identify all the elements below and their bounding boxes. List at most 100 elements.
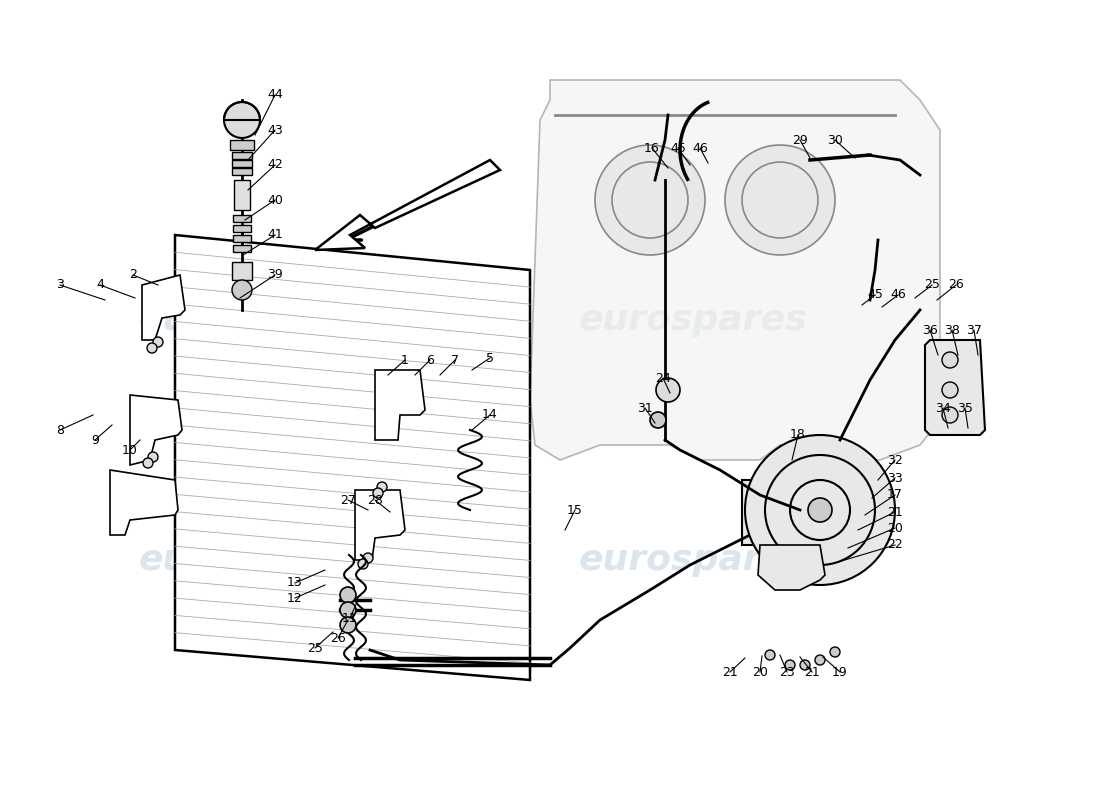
Text: 24: 24 — [656, 371, 671, 385]
Text: 10: 10 — [122, 443, 138, 457]
Polygon shape — [355, 490, 405, 560]
Text: 45: 45 — [867, 289, 883, 302]
Circle shape — [340, 587, 356, 603]
Text: 37: 37 — [966, 323, 982, 337]
Bar — [233, 225, 251, 232]
Bar — [230, 140, 254, 150]
Polygon shape — [925, 340, 985, 435]
Text: 17: 17 — [887, 489, 903, 502]
Circle shape — [764, 650, 776, 660]
Circle shape — [595, 145, 705, 255]
Text: 7: 7 — [451, 354, 459, 366]
Text: 12: 12 — [287, 591, 303, 605]
Text: 3: 3 — [56, 278, 64, 291]
Circle shape — [656, 378, 680, 402]
Circle shape — [363, 553, 373, 563]
Text: 34: 34 — [935, 402, 950, 414]
Bar — [232, 160, 252, 167]
Text: 20: 20 — [752, 666, 768, 678]
Text: 6: 6 — [426, 354, 433, 366]
Text: 26: 26 — [948, 278, 964, 291]
Circle shape — [790, 480, 850, 540]
Circle shape — [764, 455, 875, 565]
Text: 41: 41 — [267, 229, 283, 242]
Bar — [232, 152, 252, 159]
Text: 45: 45 — [670, 142, 686, 154]
Text: 11: 11 — [342, 611, 358, 625]
Bar — [742, 480, 872, 545]
Text: 46: 46 — [692, 142, 708, 154]
Text: 38: 38 — [944, 323, 960, 337]
Text: 43: 43 — [267, 123, 283, 137]
Polygon shape — [758, 545, 825, 590]
Text: 36: 36 — [922, 323, 938, 337]
Circle shape — [340, 602, 356, 618]
Circle shape — [808, 498, 832, 522]
Circle shape — [942, 407, 958, 423]
Polygon shape — [130, 395, 182, 465]
Text: 40: 40 — [267, 194, 283, 206]
Circle shape — [742, 162, 818, 238]
Text: eurospares: eurospares — [139, 303, 367, 337]
Text: 25: 25 — [924, 278, 939, 291]
Text: eurospares: eurospares — [579, 303, 807, 337]
Circle shape — [377, 482, 387, 492]
Text: 35: 35 — [957, 402, 972, 414]
Circle shape — [148, 452, 158, 462]
Text: 21: 21 — [722, 666, 738, 678]
Circle shape — [612, 162, 688, 238]
Text: 13: 13 — [287, 577, 303, 590]
Circle shape — [830, 647, 840, 657]
Polygon shape — [110, 470, 178, 535]
Text: 25: 25 — [307, 642, 323, 654]
Circle shape — [143, 458, 153, 468]
Polygon shape — [530, 80, 940, 460]
Text: 22: 22 — [887, 538, 903, 551]
Polygon shape — [175, 235, 530, 680]
Bar — [232, 262, 252, 280]
Polygon shape — [142, 275, 185, 340]
Text: 28: 28 — [367, 494, 383, 506]
Text: 44: 44 — [267, 89, 283, 102]
Text: 5: 5 — [486, 351, 494, 365]
Text: 26: 26 — [330, 631, 345, 645]
Bar — [234, 180, 250, 210]
Text: 23: 23 — [779, 666, 795, 678]
Text: eurospares: eurospares — [579, 543, 807, 577]
Text: 42: 42 — [267, 158, 283, 171]
Text: 21: 21 — [804, 666, 820, 678]
Polygon shape — [375, 370, 425, 440]
Circle shape — [232, 280, 252, 300]
Circle shape — [942, 352, 958, 368]
Circle shape — [147, 343, 157, 353]
Circle shape — [725, 145, 835, 255]
Text: 14: 14 — [482, 409, 498, 422]
Bar — [233, 245, 251, 252]
Circle shape — [358, 559, 368, 569]
Text: eurospares: eurospares — [139, 543, 367, 577]
Text: 9: 9 — [91, 434, 99, 446]
Circle shape — [815, 655, 825, 665]
Circle shape — [785, 660, 795, 670]
Text: 18: 18 — [790, 429, 806, 442]
Circle shape — [650, 412, 666, 428]
Circle shape — [340, 617, 356, 633]
Polygon shape — [315, 160, 500, 250]
Text: 30: 30 — [827, 134, 843, 146]
Text: 2: 2 — [129, 269, 136, 282]
Text: 29: 29 — [792, 134, 807, 146]
Text: 46: 46 — [890, 289, 906, 302]
Text: 16: 16 — [645, 142, 660, 154]
Circle shape — [745, 435, 895, 585]
Text: 4: 4 — [96, 278, 103, 291]
Circle shape — [942, 382, 958, 398]
Text: 19: 19 — [832, 666, 848, 678]
Circle shape — [224, 102, 260, 138]
Circle shape — [800, 660, 810, 670]
Text: 39: 39 — [267, 269, 283, 282]
Text: 1: 1 — [402, 354, 409, 366]
Bar — [233, 215, 251, 222]
Bar — [232, 168, 252, 175]
Text: 8: 8 — [56, 423, 64, 437]
Text: 31: 31 — [637, 402, 653, 414]
